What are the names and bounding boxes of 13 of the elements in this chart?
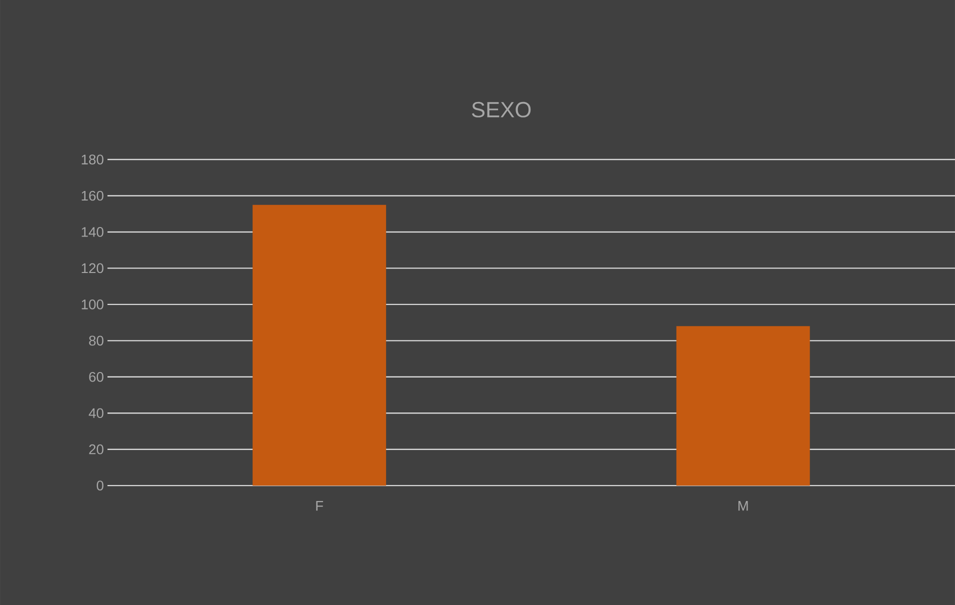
y-tick-label: 180 — [82, 154, 104, 164]
y-tick-label: 140 — [82, 226, 104, 237]
x-tick-label: M — [738, 500, 748, 511]
y-tick-label: 80 — [89, 336, 104, 346]
y-tick-label: 0 — [96, 480, 104, 490]
y-tick-label: 100 — [82, 299, 104, 310]
x-tick-label: F — [316, 500, 324, 511]
y-tick-label: 40 — [88, 408, 104, 418]
chart-title: SEXO — [472, 102, 531, 118]
y-tick-label: 120 — [82, 263, 104, 274]
y-tick-label: 160 — [82, 190, 104, 201]
y-tick-label: 20 — [89, 444, 104, 454]
y-tick-label: 60 — [89, 372, 104, 382]
